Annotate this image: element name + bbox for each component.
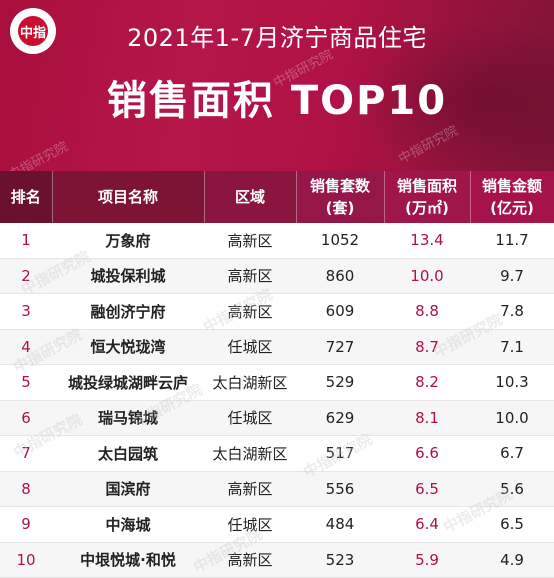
units-cell: 609 [296,293,384,330]
amount-cell: 10.0 [470,400,554,436]
table-row: 4 恒大悦珑湾 任城区 727 8.7 7.1 [0,329,554,365]
amount-cell: 11.7 [470,223,554,259]
amount-cell: 9.7 [470,258,554,294]
page-title-line2: 销售面积 TOP10 [106,78,448,124]
logo: 中指 [10,8,56,54]
amount-cell: 7.1 [470,329,554,365]
sales-area-cell: 8.8 [384,293,470,330]
units-cell: 860 [296,258,384,294]
project-name-cell: 瑞马锦城 [52,400,204,436]
amount-cell: 6.5 [470,506,554,543]
amount-cell: 4.9 [470,542,554,578]
rank-cell: 7 [0,435,52,472]
units-cell: 523 [296,542,384,578]
page-title-line1: 2021年1-7月济宁商品住宅 [127,24,427,52]
table-row: 10 中垠悦城·和悦 高新区 523 5.9 4.9 [0,542,554,578]
units-cell: 556 [296,471,384,507]
district-cell: 任城区 [204,329,296,365]
project-name-cell: 融创济宁府 [52,293,204,330]
project-name-cell: 城投绿城湖畔云庐 [52,364,204,401]
units-cell: 484 [296,506,384,543]
units-cell: 517 [296,435,384,472]
sales-area-cell: 13.4 [384,223,470,259]
banner-glow [354,20,554,171]
sales-area-cell: 8.2 [384,364,470,401]
project-name-cell: 万象府 [52,223,204,259]
table-body: 1 万象府 高新区 1052 13.4 11.7 2 城投保利城 高新区 860 10.0 9.7 3 融… [0,223,554,578]
project-name-cell: 城投保利城 [52,258,204,294]
rank-cell: 6 [0,400,52,436]
table-row: 7 太白园筑 太白湖新区 517 6.6 6.7 [0,435,554,472]
project-name-cell: 恒大悦珑湾 [52,329,204,365]
rank-cell: 4 [0,329,52,365]
rank-cell: 9 [0,506,52,543]
watermark: 中指研究院 [6,139,71,171]
table-row: 6 瑞马锦城 任城区 629 8.1 10.0 [0,400,554,436]
units-cell: 1052 [296,223,384,259]
sales-area-cell: 10.0 [384,258,470,294]
sales-area-cell: 6.5 [384,471,470,507]
table-header-row: 排名 项目名称 区域 销售套数 (套) 销售面积 (万㎡) 销售金额 (亿元) [0,171,554,223]
project-name-cell: 中海城 [52,506,204,543]
district-cell: 高新区 [204,258,296,294]
table-row: 3 融创济宁府 高新区 609 8.8 7.8 [0,293,554,330]
rank-cell: 1 [0,223,52,259]
sales-area-cell: 8.7 [384,329,470,365]
units-cell: 727 [296,329,384,365]
sales-area-cell: 5.9 [384,542,470,578]
district-cell: 高新区 [204,471,296,507]
district-cell: 太白湖新区 [204,364,296,401]
header-project: 项目名称 [52,171,205,223]
header-rank: 排名 [0,171,53,223]
district-cell: 任城区 [204,400,296,436]
rank-cell: 2 [0,258,52,294]
district-cell: 高新区 [204,223,296,259]
header-units: 销售套数 (套) [296,171,385,223]
amount-cell: 5.6 [470,471,554,507]
district-cell: 高新区 [204,542,296,578]
amount-cell: 10.3 [470,364,554,401]
title-banner: 中指 2021年1-7月济宁商品住宅 销售面积 TOP10 中指研究院 中指研究… [0,0,554,171]
amount-cell: 6.7 [470,435,554,472]
table-row: 2 城投保利城 高新区 860 10.0 9.7 [0,258,554,294]
amount-cell: 7.8 [470,293,554,330]
district-cell: 任城区 [204,506,296,543]
rank-cell: 3 [0,293,52,330]
units-cell: 629 [296,400,384,436]
header-district: 区域 [204,171,297,223]
project-name-cell: 国滨府 [52,471,204,507]
table-row: 5 城投绿城湖畔云庐 太白湖新区 529 8.2 10.3 [0,364,554,401]
logo-mark: 中指 [18,16,48,46]
sales-area-cell: 8.1 [384,400,470,436]
ranking-table: 排名 项目名称 区域 销售套数 (套) 销售面积 (万㎡) 销售金额 (亿元) … [0,171,554,578]
rank-cell: 5 [0,364,52,401]
project-name-cell: 太白园筑 [52,435,204,472]
district-cell: 高新区 [204,293,296,330]
project-name-cell: 中垠悦城·和悦 [52,542,204,578]
table-row: 1 万象府 高新区 1052 13.4 11.7 [0,223,554,259]
units-cell: 529 [296,364,384,401]
header-amount: 销售金额 (亿元) [470,171,554,223]
rank-cell: 8 [0,471,52,507]
table-row: 8 国滨府 高新区 556 6.5 5.6 [0,471,554,507]
rank-cell: 10 [0,542,52,578]
sales-area-cell: 6.6 [384,435,470,472]
district-cell: 太白湖新区 [204,435,296,472]
table-row: 9 中海城 任城区 484 6.4 6.5 [0,506,554,543]
header-area: 销售面积 (万㎡) [384,171,471,223]
sales-area-cell: 6.4 [384,506,470,543]
